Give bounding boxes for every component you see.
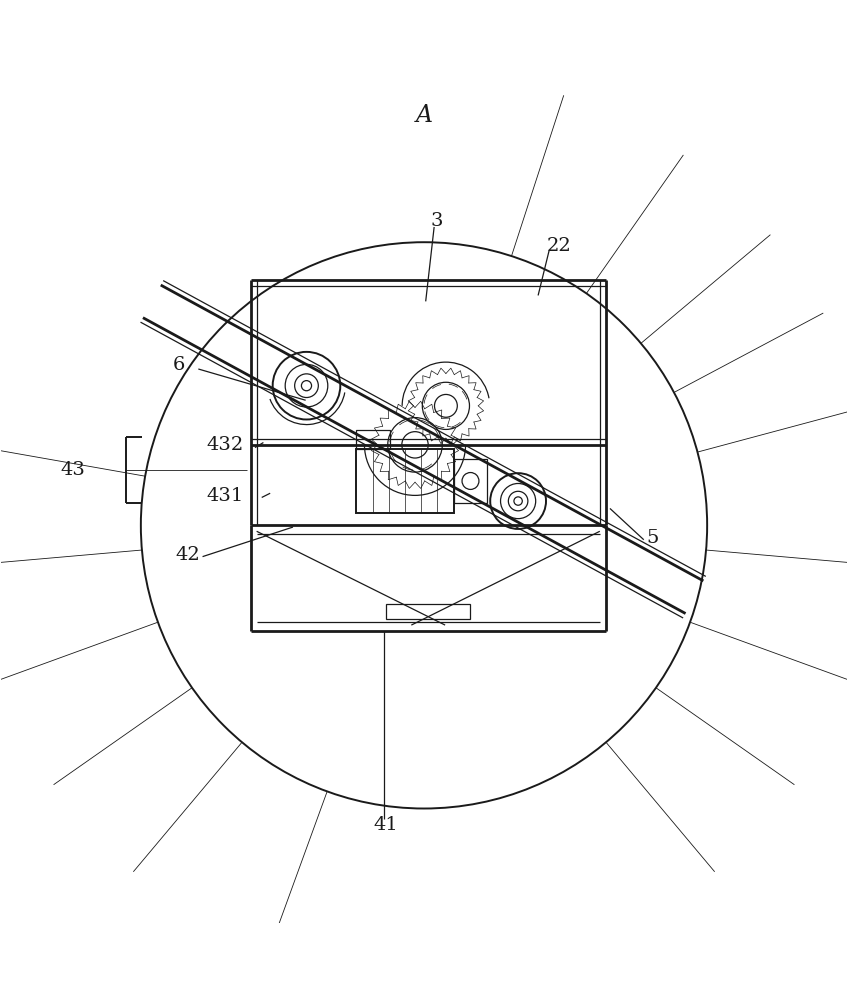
Text: 41: 41 xyxy=(374,816,399,834)
Text: 431: 431 xyxy=(207,487,244,505)
Circle shape xyxy=(301,381,311,391)
Bar xyxy=(386,604,471,619)
Text: 432: 432 xyxy=(207,436,244,454)
Bar xyxy=(356,449,454,513)
Circle shape xyxy=(514,497,522,505)
Text: 42: 42 xyxy=(175,546,200,564)
Bar xyxy=(454,459,488,503)
Bar xyxy=(356,430,390,449)
Text: 22: 22 xyxy=(547,237,572,255)
Text: 5: 5 xyxy=(646,529,658,547)
Text: 43: 43 xyxy=(61,461,86,479)
Text: 3: 3 xyxy=(431,212,443,230)
Text: 6: 6 xyxy=(173,356,185,374)
Text: A: A xyxy=(416,104,432,127)
